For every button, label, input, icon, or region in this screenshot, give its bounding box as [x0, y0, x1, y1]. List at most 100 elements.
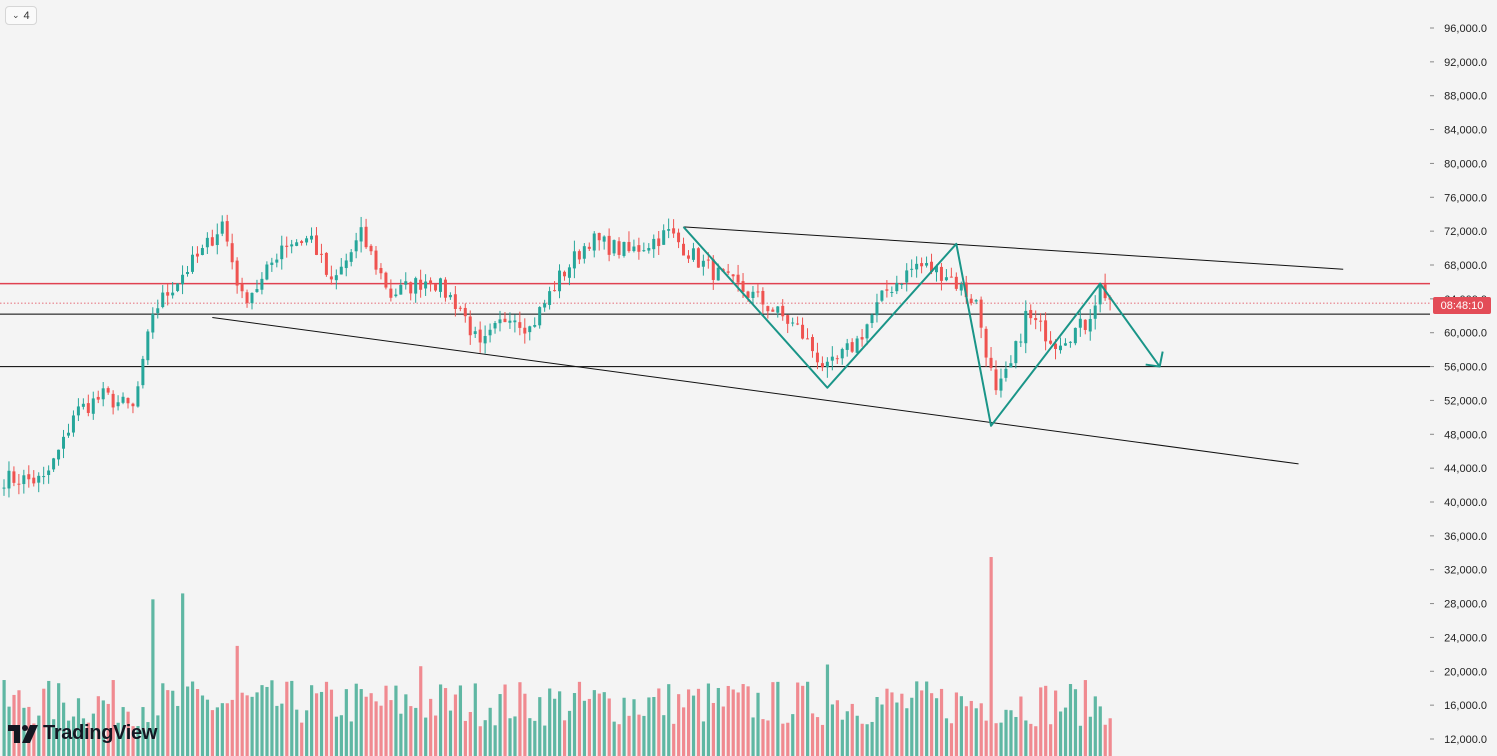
candle-body: [230, 243, 234, 263]
volume-bar: [7, 706, 11, 756]
trendline[interactable]: [683, 226, 1344, 270]
volume-bar: [161, 683, 165, 756]
candle-body: [66, 432, 70, 436]
volume-bar: [295, 709, 299, 756]
volume-bar: [220, 703, 224, 756]
horizontal-levels[interactable]: [0, 282, 1430, 368]
candle-body: [136, 386, 140, 407]
candle-body: [553, 290, 557, 292]
volume-bar: [1024, 720, 1028, 756]
candle-body: [126, 397, 130, 404]
volume-bar: [860, 723, 864, 756]
volume-bar: [483, 720, 487, 756]
volume-bar: [806, 681, 810, 756]
candle-body: [905, 270, 909, 283]
volume-bar: [205, 699, 210, 756]
candle-body: [96, 396, 100, 400]
volume-bar: [414, 707, 418, 756]
volume-bar: [151, 599, 155, 756]
price-axis[interactable]: 96,000.0 92,000.0 88,000.0 84,000.0 80,000.0…: [1430, 23, 1487, 746]
candle-body: [776, 306, 780, 313]
pattern-path[interactable]: [682, 226, 1161, 427]
candle-body: [409, 282, 413, 294]
volume-bar: [106, 703, 110, 756]
volume-bar: [176, 705, 180, 756]
volume-bar: [76, 698, 81, 756]
candle-body: [1054, 343, 1058, 349]
volume-bar: [597, 693, 601, 756]
candle-body: [696, 248, 700, 268]
candle-body: [354, 240, 358, 252]
volume-bar: [939, 688, 944, 756]
volume-bar: [1049, 724, 1053, 756]
candle-body: [533, 325, 537, 327]
candle-body: [771, 309, 775, 312]
candles: [2, 214, 1112, 498]
candle-body: [865, 324, 869, 339]
volume-bar: [716, 687, 720, 756]
volume-bar: [503, 684, 507, 756]
volume-bar: [612, 721, 616, 756]
trendline[interactable]: [212, 316, 1299, 465]
volume-bar: [195, 689, 200, 756]
candle-body: [280, 245, 284, 260]
candle-body: [701, 260, 705, 267]
volume-bar: [478, 726, 482, 756]
candle-body: [265, 264, 269, 280]
candle-body: [101, 388, 105, 400]
axis-tick-label: 52,000.0: [1444, 395, 1487, 407]
volume-bar: [915, 681, 919, 756]
volume-bar: [186, 686, 190, 756]
candle-body: [384, 272, 388, 288]
candle-body: [662, 230, 666, 245]
candle-body: [344, 260, 348, 269]
volume-bar: [979, 703, 983, 756]
candle-body: [786, 315, 790, 324]
axis-tick-label: 84,000.0: [1444, 125, 1487, 137]
volume-bar: [672, 723, 676, 756]
volume-bar: [607, 698, 611, 756]
volume-bar: [974, 708, 978, 756]
volume-bar: [394, 685, 398, 756]
candle-body: [1024, 310, 1028, 344]
candle-body: [190, 254, 194, 272]
volume-bar: [587, 698, 591, 756]
candle-body: [473, 331, 477, 335]
volume-bar: [1083, 680, 1087, 756]
countdown-price-tag: 08:48:10: [1433, 297, 1491, 314]
volume-bar: [786, 722, 790, 756]
interval-toggle-button[interactable]: ⌄ 4: [5, 6, 37, 25]
candle-body: [880, 290, 884, 301]
volume-bar: [424, 717, 428, 756]
candle-body: [716, 267, 720, 281]
volume-bar: [1073, 689, 1078, 756]
candle-body: [657, 238, 661, 247]
volume-bar: [493, 725, 497, 756]
trendlines[interactable]: [212, 226, 1344, 465]
candle-body: [731, 274, 735, 277]
candle-body: [617, 241, 621, 255]
volume-bar: [131, 726, 135, 756]
zigzag-pattern[interactable]: [682, 226, 1164, 427]
tradingview-logo[interactable]: TradingView: [8, 722, 157, 745]
volume-bar: [498, 694, 502, 756]
volume-bar: [920, 690, 924, 756]
candle-body: [954, 276, 958, 289]
candle-body: [572, 251, 576, 269]
candle-body: [840, 349, 844, 359]
volume-bar: [845, 711, 849, 756]
candle-body: [1009, 363, 1013, 368]
axis-tick-label: 80,000.0: [1444, 158, 1487, 170]
candle-body: [756, 291, 760, 293]
volume-bar: [448, 710, 453, 756]
volume-bar: [344, 689, 348, 756]
candle-body: [245, 292, 249, 303]
candle-body: [627, 241, 631, 252]
candle-body: [161, 292, 165, 308]
volume-bar: [379, 705, 383, 756]
volume-bar: [42, 688, 46, 756]
candle-body: [116, 402, 120, 407]
volume-bar: [1058, 711, 1063, 756]
candle-body: [781, 305, 785, 317]
